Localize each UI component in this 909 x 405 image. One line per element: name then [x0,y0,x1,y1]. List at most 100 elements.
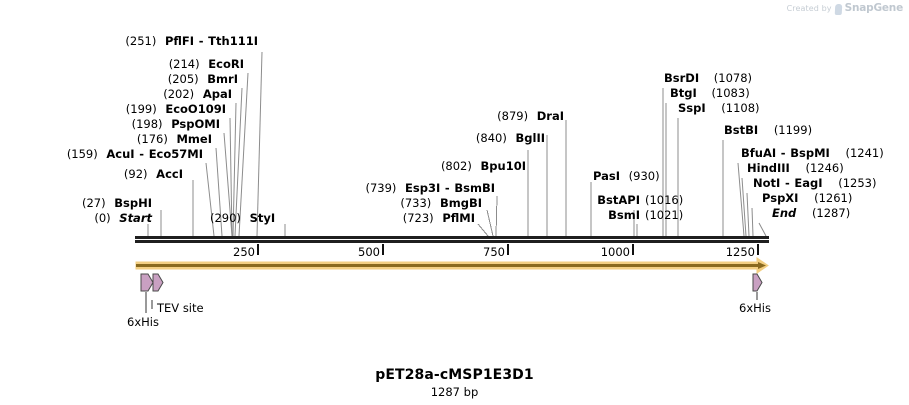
site-label-btgi[interactable]: BtgI (1083) [670,87,750,100]
plasmid-length: 1287 bp [430,385,479,399]
site-name: BfuAI [741,146,777,160]
site-name: PasI [593,169,621,183]
site-position: (723) [402,211,434,225]
site-label-bstapi[interactable]: BstAPI [560,194,640,207]
plasmid-name: pET28a-cMSP1E3D1 [375,367,534,383]
site-label-sspi[interactable]: SspI (1108) [678,102,760,115]
site-label-pasi[interactable]: PasI (930) [593,170,660,183]
site-name: MmeI [176,132,212,146]
leader-pspomi [223,132,233,237]
site-name: PflMI [442,211,475,225]
site-label-pflmi[interactable]: (723) PflMI [330,212,475,225]
site-label-apai[interactable]: (202) ApaI [0,88,232,101]
site-position: (27) [81,196,106,210]
feature-6xhis-left-glyph [140,273,154,292]
site-label-bfuai[interactable]: BfuAI - BspMI (1241) [741,147,884,160]
backbone-inner-gap [135,239,769,240]
site-label-pflfi[interactable]: (251) PflFI - Tth111I [0,35,258,48]
site-label-drai[interactable]: (879) DraI [330,110,564,123]
site-position: (930) [628,169,660,183]
site-label-bmgbi[interactable]: (733) BmgBI [330,197,482,210]
site-position: (198) [131,117,163,131]
site-label-bmri[interactable]: (205) BmrI [0,73,238,86]
leader-pflfi [256,51,263,237]
site-position-bsmi: (1021) [645,209,683,222]
site-name-separator: - [444,181,450,195]
site-name: PspOMI [171,117,220,131]
leader-apai [232,102,237,237]
snapgene-watermark: Created by SnapGene [787,2,904,15]
site-label-bstbi[interactable]: BstBI (1199) [724,124,812,137]
site-label-noti[interactable]: NotI - EagI (1253) [753,177,876,190]
leader-end [758,222,767,237]
site-position: (1021) [645,208,684,222]
site-position: (1083) [711,86,750,100]
site-name-alt: Tth111I [208,34,258,48]
site-position: (92) [123,167,148,181]
site-label-ecori[interactable]: (214) EcoRI [0,58,244,71]
site-position: (159) [66,147,98,161]
feature-label-6xhis-left[interactable]: 6xHis [127,315,159,329]
site-position: (176) [136,132,168,146]
cds-arrow-core [136,262,766,269]
watermark-brand: SnapGene [844,2,904,14]
site-name: BstAPI [597,193,640,207]
site-name: Esp3I [405,181,441,195]
site-name: BglII [515,131,546,145]
site-name: BsrDI [664,71,700,85]
site-name-separator: - [198,34,204,48]
site-name: PspXI [762,191,799,205]
leader-bmri [234,87,243,237]
site-label-styi[interactable]: (290) StyI [210,212,275,225]
site-label-start[interactable]: (0) Start [0,212,152,225]
site-position: (199) [125,102,157,116]
site-label-pspomi[interactable]: (198) PspOMI [0,118,220,131]
site-label-acci[interactable]: (92) AccI [0,168,183,181]
site-name: BspHI [114,196,152,210]
site-name-separator: - [784,176,790,190]
leader-pspxi [751,207,754,237]
site-label-bsrdi[interactable]: BsrDI (1078) [664,72,752,85]
site-label-bsmi[interactable]: BsmI [560,209,640,222]
site-position: (290) [210,211,241,225]
leader-noti [746,192,750,237]
site-position: (1078) [713,71,753,85]
site-position: (879) [497,109,529,123]
site-position: (251) [125,34,157,48]
site-label-bpu10i[interactable]: (802) Bpu10I [330,160,526,173]
site-position: (1246) [805,161,844,175]
site-name: BsmI [608,208,640,222]
site-name: DraI [536,109,564,123]
site-label-mmei[interactable]: (176) MmeI [0,133,212,146]
ruler-tick-500 [382,244,384,255]
site-name: StyI [249,211,276,225]
leader-esp3i [495,195,498,237]
feature-label-6xhis-right[interactable]: 6xHis [739,301,771,315]
site-name-separator: - [780,146,786,160]
site-position: (0) [94,211,111,225]
site-label-acui[interactable]: (159) AcuI - Eco57MI [0,148,203,161]
feature-label-tev[interactable]: TEV site [157,301,204,315]
leader-bfuai [737,162,745,237]
site-label-end[interactable]: End (1287) [772,207,850,220]
site-label-bsphi[interactable]: (27) BspHI [0,197,152,210]
leader-ecoo109i [229,117,233,237]
site-position: (1287) [811,206,851,220]
site-label-ecoo109i[interactable]: (199) EcoO109I [0,103,226,116]
site-position: (840) [475,131,507,145]
site-label-esp3i[interactable]: (739) Esp3I - BsmBI [330,182,495,195]
site-name: Bpu10I [480,159,526,173]
ruler-tick-250 [257,244,259,255]
site-name: AcuI [106,147,135,161]
site-name: BtgI [670,86,697,100]
site-label-bglii[interactable]: (840) BglII [330,132,545,145]
leader-bmgbi [486,209,494,237]
site-name: SspI [678,101,706,115]
site-label-pspxi[interactable]: PspXI (1261) [762,192,852,205]
site-label-hindiii[interactable]: HindIII (1246) [747,162,844,175]
site-position: (733) [400,196,432,210]
